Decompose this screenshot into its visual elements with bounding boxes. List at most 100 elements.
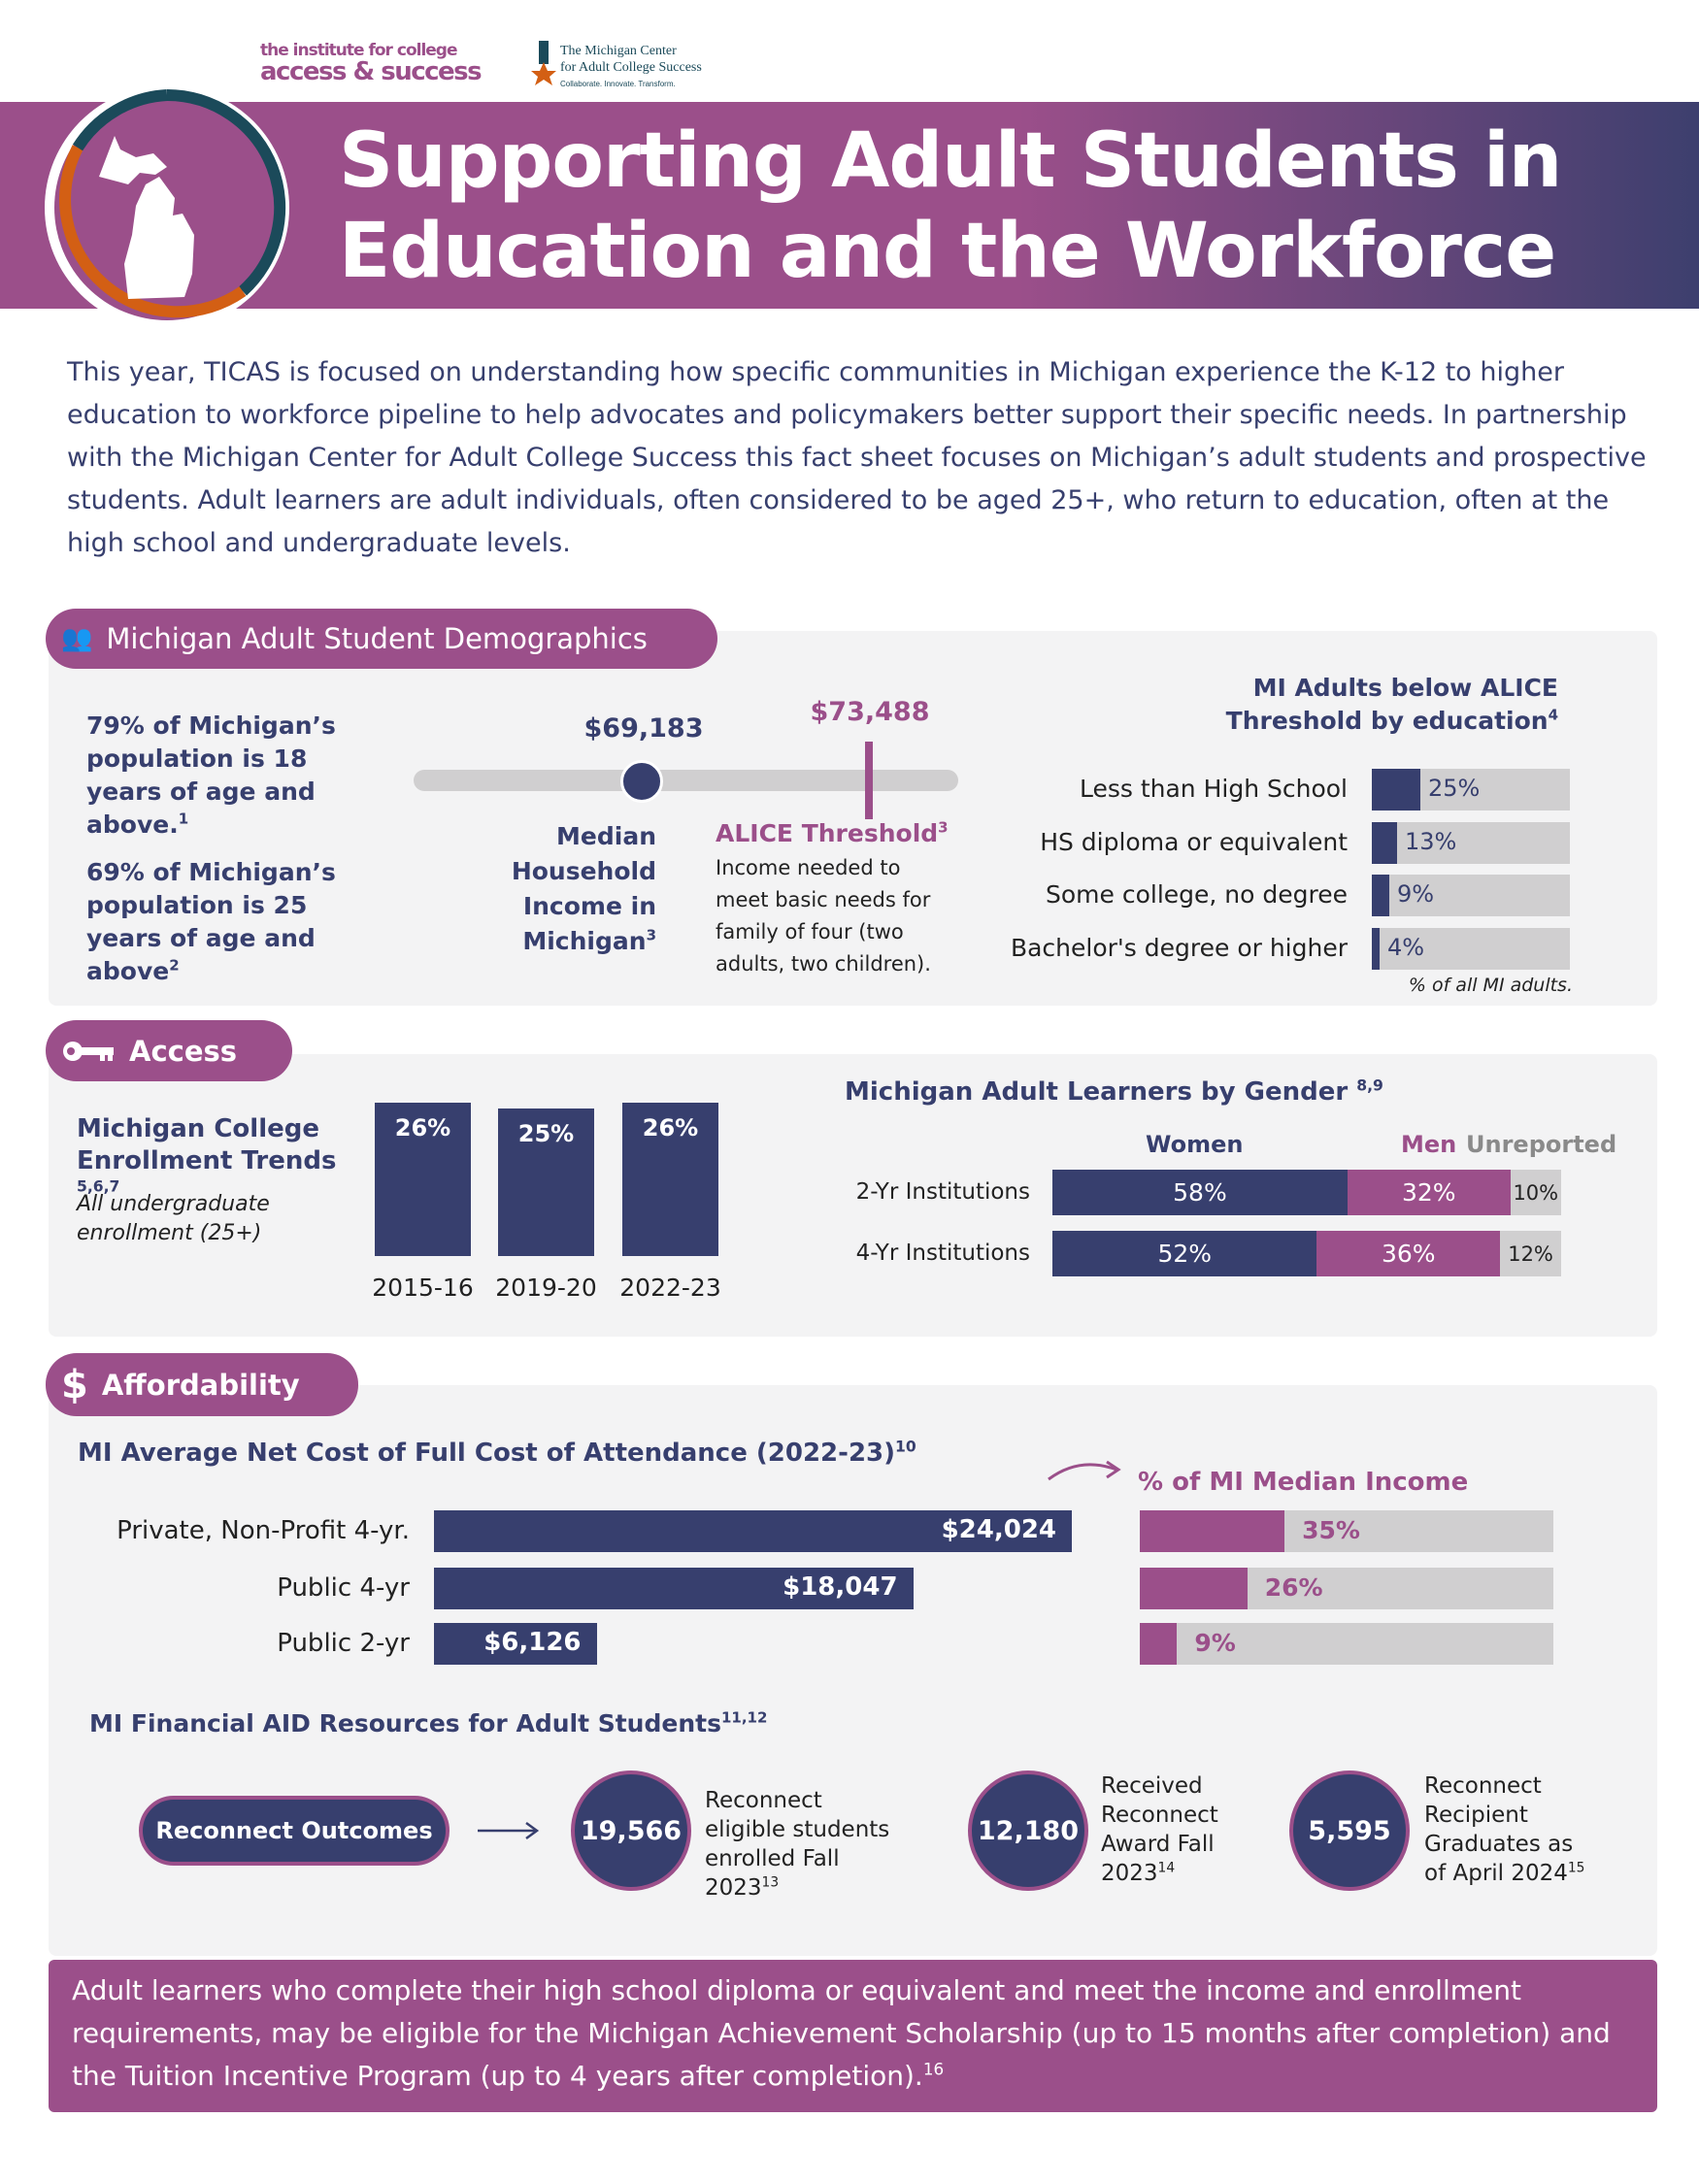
footnote-ref: 3 — [646, 926, 656, 944]
footnote-ref: 5,6,7 — [77, 1177, 120, 1196]
ticas-logo-line2: access & success — [260, 57, 483, 86]
alice-chart-title: MI Adults below ALICE Threshold by educa… — [1165, 672, 1558, 738]
key-icon — [63, 1041, 114, 1061]
alice-bar-fill — [1372, 769, 1420, 811]
cost-bar: $24,024 — [434, 1510, 1072, 1552]
gender-bar-men: 36% — [1316, 1231, 1501, 1276]
footnote-ref: 15 — [1567, 1860, 1585, 1876]
median-income-value: $69,183 — [583, 713, 704, 744]
income-pct-fill — [1140, 1568, 1248, 1609]
footnote-ref: 4 — [1548, 706, 1558, 724]
enrollment-subtitle: All undergraduate enrollment (25+) — [77, 1192, 270, 1245]
footnote-ref: 10 — [895, 1438, 916, 1456]
title-line1: Supporting Adult Students in — [339, 117, 1562, 205]
outcome-description: Received Reconnect Award Fall 202314 — [1101, 1771, 1266, 1888]
alice-bar-value: 9% — [1397, 880, 1435, 908]
income-pct-bar: 35% — [1140, 1510, 1553, 1552]
page-title: Supporting Adult Students in Education a… — [339, 116, 1562, 297]
gender-row-label: 4-Yr Institutions — [855, 1241, 1030, 1266]
cost-row-label: Public 4-yr — [277, 1573, 410, 1603]
gender-bar-unreported: 10% — [1510, 1170, 1561, 1215]
alice-row-label: Some college, no degree — [1046, 880, 1348, 909]
mcacs-logo-line2: for Adult College Success — [560, 60, 702, 75]
enrollment-bar: 26% — [375, 1103, 471, 1256]
income-pct-fill — [1140, 1623, 1178, 1665]
median-income-marker — [620, 760, 663, 803]
cost-bar: $18,047 — [434, 1568, 914, 1609]
mcacs-star-icon — [531, 41, 556, 85]
alice-chart-title-line1: MI Adults below ALICE — [1252, 674, 1558, 702]
mcacs-logo-line1: The Michigan Center — [560, 44, 677, 58]
footnote-ref: 1 — [178, 810, 189, 828]
stat-18-text: 79% of Michigan’s population is 18 years… — [86, 711, 336, 839]
alice-bar: 9% — [1372, 875, 1570, 916]
stat-25-text: 69% of Michigan’s population is 25 years… — [86, 858, 336, 985]
outcome-description: Reconnect Recipient Graduates as of Apri… — [1424, 1771, 1589, 1888]
affordability-heading: $ Affordability — [46, 1353, 358, 1416]
intro-paragraph: This year, TICAS is focused on understan… — [67, 357, 1647, 558]
alice-row-label: Bachelor's degree or higher — [1010, 933, 1348, 962]
cost-chart-title: MI Average Net Cost of Full Cost of Atte… — [78, 1439, 916, 1468]
people-icon: 👥 — [61, 624, 93, 653]
enrollment-title-text: Michigan College Enrollment Trends — [77, 1114, 337, 1175]
income-pct-value: 26% — [1264, 1573, 1323, 1602]
michigan-emblem-icon — [45, 85, 289, 330]
footnote-ref: 3 — [938, 818, 949, 837]
income-pct-value: 9% — [1194, 1629, 1236, 1657]
outcome-text: Reconnect eligible students enrolled Fal… — [705, 1788, 890, 1901]
enrollment-bar: 25% — [498, 1109, 594, 1256]
alice-bar-value: 4% — [1387, 933, 1425, 961]
alice-bar-fill — [1372, 821, 1397, 864]
aid-title-text: MI Financial AID Resources for Adult Stu… — [89, 1709, 721, 1737]
alice-bar-fill — [1372, 927, 1380, 970]
footer-callout: Adult learners who complete their high s… — [49, 1960, 1657, 2112]
enrollment-year: 2022-23 — [619, 1274, 721, 1302]
outcome-value: 5,595 — [1289, 1770, 1410, 1891]
gender-row-label: 2-Yr Institutions — [855, 1179, 1030, 1205]
alice-bar-value: 13% — [1405, 827, 1457, 855]
affordability-heading-text: Affordability — [101, 1368, 300, 1402]
stat-18-plus: 79% of Michigan’s population is 18 years… — [86, 710, 368, 842]
income-pct-bar: 9% — [1140, 1623, 1553, 1665]
legend-men: Men — [1401, 1131, 1457, 1158]
footnote-ref: 2 — [169, 956, 180, 975]
footnote-ref: 13 — [761, 1874, 780, 1891]
ticas-logo-line1: the institute for college — [260, 41, 458, 60]
alice-chart-note: % of all MI adults. — [1408, 975, 1573, 996]
legend-unreported: Unreported — [1466, 1131, 1617, 1158]
dollar-icon: $ — [61, 1362, 88, 1407]
legend-women: Women — [1146, 1131, 1244, 1158]
cost-row-label: Private, Non-Profit 4-yr. — [117, 1516, 410, 1545]
mcacs-logo: The Michigan Center for Adult College Su… — [560, 43, 702, 92]
footnote-ref: 11,12 — [720, 1708, 768, 1727]
alice-label-text: ALICE Threshold — [716, 819, 939, 847]
footer-text: Adult learners who complete their high s… — [72, 1974, 1611, 2092]
footnote-ref: 16 — [922, 2059, 945, 2079]
alice-bar: 13% — [1372, 821, 1570, 864]
stat-25-plus: 69% of Michigan’s population is 25 years… — [86, 856, 378, 988]
outcome-value: 19,566 — [571, 1770, 691, 1891]
demographics-heading: 👥 Michigan Adult Student Demographics — [46, 609, 717, 669]
outcome-value: 12,180 — [968, 1770, 1088, 1891]
alice-row-label: Less than High School — [1079, 775, 1348, 803]
cost-bar: $6,126 — [434, 1623, 597, 1665]
median-label-text: Median Household Income in Michigan — [511, 822, 656, 955]
income-chart-title: % of MI Median Income — [1138, 1468, 1469, 1497]
mcacs-tagline: Collaborate. Innovate. Transform. — [560, 80, 676, 88]
median-income-label: Median Household Income in Michigan3 — [501, 819, 656, 959]
arrow-right-icon — [478, 1821, 540, 1840]
curved-arrow-icon — [1048, 1460, 1121, 1481]
reconnect-outcomes-button[interactable]: Reconnect Outcomes — [139, 1796, 450, 1866]
income-track — [414, 770, 958, 791]
gender-chart-title: Michigan Adult Learners by Gender 8,9 — [845, 1077, 1383, 1107]
outcome-text: Received Reconnect Award Fall 2023 — [1101, 1773, 1218, 1886]
gender-bar-women: 52% — [1052, 1231, 1317, 1276]
access-heading: Access — [46, 1020, 292, 1081]
alice-bar: 4% — [1372, 927, 1570, 970]
gender-bar-men: 32% — [1347, 1170, 1511, 1215]
footnote-ref: 14 — [1157, 1860, 1176, 1876]
outcome-text: Reconnect Recipient Graduates as of Apri… — [1424, 1773, 1574, 1886]
alice-description: Income needed to meet basic needs for fa… — [716, 856, 931, 976]
alice-label: ALICE Threshold3 — [716, 819, 949, 847]
alice-bar-value: 25% — [1428, 775, 1481, 802]
